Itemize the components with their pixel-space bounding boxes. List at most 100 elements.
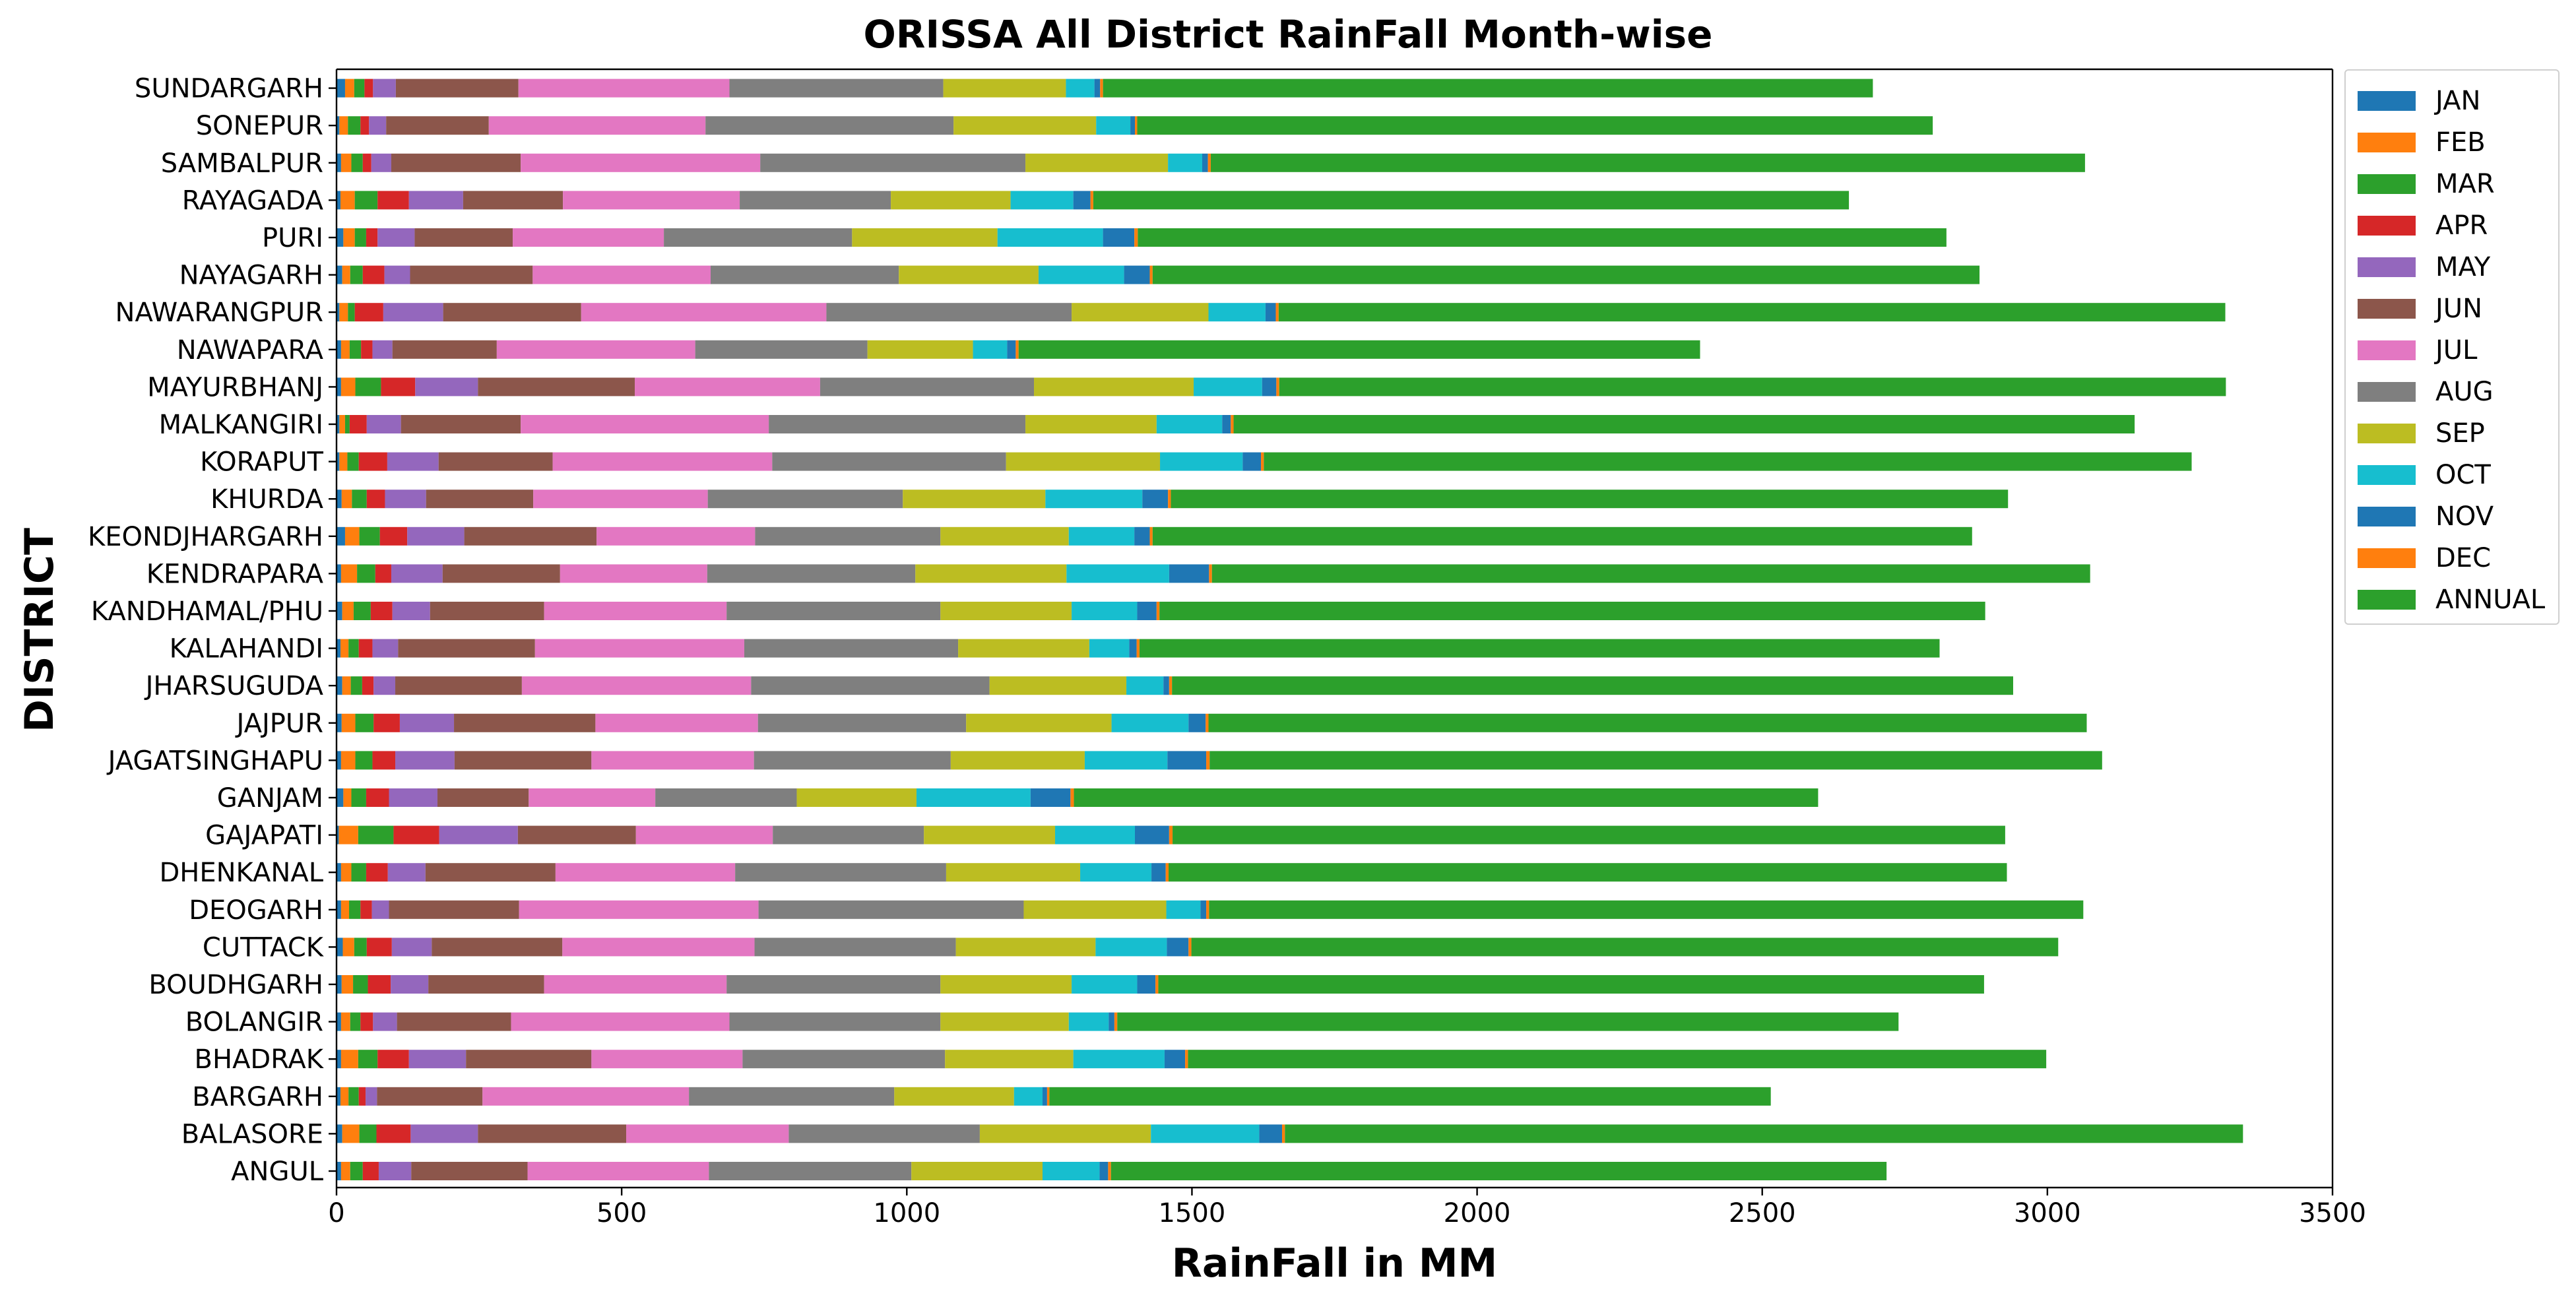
bar-segment-jan-nayagarh <box>337 265 342 284</box>
bar-segment-jun-nawarangpur <box>443 303 581 322</box>
bar-segment-nov-sundargarh <box>1094 79 1101 98</box>
bar-segment-may-koraput <box>387 452 439 471</box>
y-tick-label: KALAHANDI <box>170 634 323 664</box>
bar-segment-jun-dhenkanal <box>425 863 556 882</box>
y-tick-label: DHENKANAL <box>159 858 323 888</box>
bar-segment-sep-sundargarh <box>943 79 1066 98</box>
bar-segment-nov-angul <box>1099 1162 1109 1180</box>
bar-segment-oct-malkangiri <box>1156 415 1223 433</box>
bar-segment-apr-kandhamal-phu <box>370 602 393 620</box>
bar-segment-jan-malkangiri <box>337 415 340 433</box>
bar-segment-may-mayurbhanj <box>415 377 478 397</box>
bar-segment-aug-cuttack <box>754 938 956 957</box>
bar-segment-apr-jajpur <box>373 713 400 732</box>
bar-segment-nov-dhenkanal <box>1151 863 1166 882</box>
bar-segment-annual-angul <box>1111 1162 1887 1180</box>
bar-segment-feb-nawarangpur <box>339 303 348 322</box>
legend-swatch <box>2358 133 2416 152</box>
bar-segment-jul-bhadrak <box>591 1050 743 1069</box>
bar-segment-mar-balasore <box>359 1124 377 1143</box>
bar-segment-jul-deogarh <box>519 900 759 919</box>
bar-segment-jul-angul <box>527 1162 709 1180</box>
legend-label: JUL <box>2435 335 2478 366</box>
bar-segment-jun-khurda <box>426 490 534 509</box>
bar-segment-jul-koraput <box>552 452 773 471</box>
bar-segment-nov-kendrapara <box>1169 564 1209 583</box>
bar-segment-mar-bargarh <box>348 1087 359 1106</box>
y-tick-label: ANGUL <box>231 1157 324 1187</box>
y-tick-label: BARGARH <box>192 1082 323 1112</box>
bar-segment-oct-mayurbhanj <box>1194 377 1262 397</box>
bar-segment-feb-khurda <box>341 490 352 509</box>
bar-segment-jun-jharsuguda <box>395 676 522 695</box>
bar-segment-jun-bargarh <box>377 1087 483 1106</box>
y-tick-label: KHURDA <box>210 484 323 515</box>
bar-segment-may-nawapara <box>372 340 393 359</box>
bar-segment-jan-nawapara <box>337 340 341 359</box>
bar-segment-oct-jajpur <box>1111 713 1189 732</box>
bar-segment-aug-jagatsinghapu <box>754 751 951 770</box>
bar-segment-sep-boudhgarh <box>940 975 1072 994</box>
bar-segment-nov-deogarh <box>1200 900 1207 919</box>
bar-segment-oct-keondjhargarh <box>1068 526 1135 546</box>
bar-segment-sep-bargarh <box>894 1087 1014 1106</box>
bar-segment-dec-koraput <box>1261 452 1264 471</box>
bar-segment-jan-bolangir <box>337 1012 341 1031</box>
bar-segment-mar-deogarh <box>349 900 361 919</box>
bar-segment-dec-keondjhargarh <box>1149 526 1153 546</box>
bar-segment-feb-deogarh <box>340 900 350 919</box>
bar-segment-may-ganjam <box>389 788 437 807</box>
bar-segment-mar-sambalpur <box>351 153 363 172</box>
bar-segment-nov-koraput <box>1242 452 1262 471</box>
bar-segment-jul-rayagada <box>563 191 740 210</box>
bar-segment-apr-khurda <box>366 490 385 509</box>
bar-segment-mar-bhadrak <box>358 1050 378 1069</box>
bar-segment-jul-nawarangpur <box>581 303 827 322</box>
bar-segment-sep-bolangir <box>940 1012 1069 1031</box>
legend-item-may: MAY <box>2358 252 2490 282</box>
y-tick-label: MALKANGIRI <box>159 410 323 440</box>
bar-segment-annual-khurda <box>1171 490 2009 509</box>
bar-segment-mar-puri <box>354 228 366 247</box>
bar-segment-oct-koraput <box>1160 452 1243 471</box>
legend: JAN FEB MAR APR MAY JUN JUL AUG SEP OCT NOV DEC ANNU… <box>2344 69 2560 625</box>
bar-segment-aug-keondjhargarh <box>755 526 941 546</box>
y-tick-label: BOLANGIR <box>185 1007 323 1038</box>
bar-segment-dec-angul <box>1108 1162 1111 1180</box>
bar-segment-annual-dhenkanal <box>1168 863 2007 882</box>
bar-segment-jun-gajapati <box>517 825 636 844</box>
legend-item-dec: DEC <box>2358 543 2491 573</box>
bar-segment-nov-gajapati <box>1135 825 1169 844</box>
bar-segment-mar-gajapati <box>358 825 394 844</box>
bar-segment-aug-sonepur <box>705 116 954 135</box>
bar-segment-dec-nayagarh <box>1149 265 1153 284</box>
bar-segment-aug-ganjam <box>655 788 797 807</box>
bar-segment-jul-kandhamal-phu <box>544 602 727 620</box>
bar-segment-sep-malkangiri <box>1025 415 1157 433</box>
bar-segment-feb-jajpur <box>341 713 356 732</box>
bar-segment-sep-jagatsinghapu <box>950 751 1085 770</box>
bar-segment-oct-jharsuguda <box>1126 676 1164 695</box>
bar-segment-mar-kalahandi <box>348 639 359 658</box>
bar-segment-nov-jajpur <box>1188 713 1206 732</box>
bar-segment-nov-bargarh <box>1042 1087 1047 1106</box>
bar-segment-aug-khurda <box>707 490 903 509</box>
bar-segment-may-sundargarh <box>373 79 396 98</box>
bar-segment-dec-jajpur <box>1206 713 1209 732</box>
bar-segment-annual-jharsuguda <box>1172 676 2013 695</box>
bar-segment-jul-jharsuguda <box>521 676 752 695</box>
bar-segment-oct-sonepur <box>1096 116 1131 135</box>
bar-segment-oct-kalahandi <box>1089 639 1130 658</box>
bar-segment-apr-kendrapara <box>375 564 391 583</box>
bar-segment-annual-nawapara <box>1018 340 1700 359</box>
bar-segment-feb-nayagarh <box>342 265 350 284</box>
bar-segment-aug-mayurbhanj <box>820 377 1035 397</box>
bar-segment-dec-ganjam <box>1070 788 1074 807</box>
bar-segment-jan-kalahandi <box>337 639 341 658</box>
bar-segment-nov-nayagarh <box>1124 265 1150 284</box>
bar-segment-oct-nawapara <box>973 340 1008 359</box>
bar-segment-jan-nawarangpur <box>337 303 340 322</box>
y-tick-label: JAJPUR <box>235 709 323 739</box>
bar-segment-sep-kalahandi <box>958 639 1089 658</box>
bar-segment-feb-gajapati <box>338 825 358 844</box>
